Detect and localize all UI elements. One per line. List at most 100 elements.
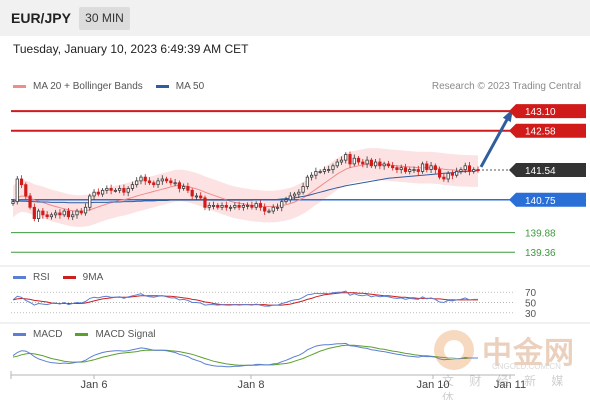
candle [118, 185, 122, 194]
timeframe-button[interactable]: 30 MIN [79, 7, 130, 30]
candle-body [164, 178, 169, 182]
candle [425, 160, 429, 173]
candle [386, 160, 391, 169]
candle-body [365, 159, 369, 165]
candle-body [216, 205, 220, 208]
candle [254, 201, 258, 211]
candle [19, 175, 24, 189]
candle-body [224, 205, 228, 208]
candle-body [100, 189, 105, 195]
forecast-arrow-shaft [479, 113, 512, 168]
price-tag-140.75 [509, 192, 586, 207]
candle [143, 174, 147, 185]
candle-body [75, 210, 79, 216]
candle [36, 208, 41, 223]
rsi-legend: RSI 9MA [13, 272, 116, 283]
candle-body [169, 180, 173, 184]
candle-body [130, 184, 135, 189]
candle-body [143, 176, 147, 182]
candle [79, 208, 83, 216]
candle [75, 208, 79, 219]
candle [467, 162, 472, 176]
candle [356, 155, 361, 165]
candle [66, 208, 71, 220]
candle [455, 167, 459, 178]
candle [472, 167, 476, 174]
candle-body [36, 210, 41, 220]
rsi-tick-50: 50 [525, 299, 537, 310]
candle [15, 175, 19, 205]
ma20-line [12, 163, 478, 212]
candle-body [455, 171, 459, 176]
candle-body [280, 201, 284, 208]
candle [301, 182, 305, 195]
price-tag-143.10 [509, 104, 586, 119]
candle [314, 167, 318, 180]
macd-signal-swatch [75, 333, 89, 336]
candle-body [446, 172, 450, 180]
candle [83, 203, 88, 216]
candle [327, 165, 331, 173]
candle-body [429, 165, 433, 170]
candle-body [399, 167, 403, 170]
candle [45, 211, 49, 219]
candle-body [66, 210, 71, 218]
candle-body [476, 169, 480, 171]
candle-body [88, 195, 92, 208]
candle [58, 209, 62, 219]
candle [288, 192, 292, 203]
ma20-swatch [13, 85, 26, 88]
legend-item-macd-signal: MACD Signal [95, 329, 156, 340]
main-legend: MA 20 + Bollinger Bands MA 50 [13, 81, 217, 92]
candle-body [186, 186, 190, 191]
candle-body [374, 161, 378, 167]
candle [420, 161, 425, 174]
candle-body [32, 206, 36, 220]
candle-body [199, 195, 203, 199]
candle [339, 156, 344, 165]
candle [476, 166, 480, 173]
candle [412, 166, 416, 173]
candle-body [139, 176, 143, 182]
candle-body [45, 214, 49, 218]
rsi-tick-30: 30 [525, 309, 537, 320]
candle [399, 164, 403, 174]
candle [433, 163, 437, 174]
legend-item-macd: MACD [33, 329, 63, 340]
candle-body [182, 186, 186, 189]
candle-body [263, 206, 267, 212]
candle-body [190, 189, 194, 197]
candle-body [391, 165, 395, 169]
candle-body [109, 188, 113, 191]
candle [348, 151, 352, 168]
candle-body [54, 212, 58, 216]
candle [173, 179, 177, 187]
candle-body [335, 161, 339, 167]
x-axis: Jan 6 Jan 8 Jan 10 Jan 11 [10, 371, 526, 391]
candle-body [258, 203, 263, 208]
candle [100, 188, 105, 197]
candle [237, 201, 241, 211]
candle-body [147, 180, 152, 184]
candle [391, 162, 395, 171]
candle [335, 159, 339, 169]
ma50-swatch [155, 85, 169, 88]
rsi-9ma-swatch [62, 276, 76, 279]
price-tag-142.58 [509, 123, 586, 138]
candle-body [160, 178, 164, 182]
candle-body [416, 169, 420, 172]
price-label-139.36: 139.36 [525, 248, 556, 259]
x-tick-label: Jan 10 [416, 379, 449, 391]
candle [164, 176, 169, 184]
candle-body [15, 178, 19, 203]
rsi-tick-70: 70 [525, 288, 537, 299]
bollinger-band-area [13, 148, 478, 227]
candle-body [126, 188, 130, 193]
candle [54, 209, 58, 219]
candle [122, 184, 126, 196]
top-bar: EUR/JPY 30 MIN [0, 0, 590, 36]
candle [241, 203, 245, 211]
candle [41, 208, 45, 219]
